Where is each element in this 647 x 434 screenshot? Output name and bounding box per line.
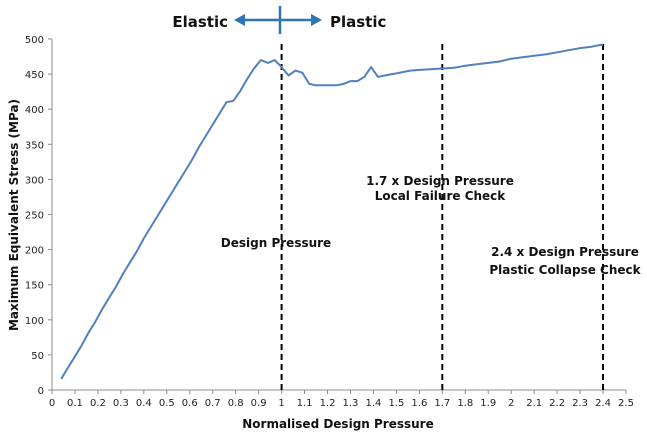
x-tick-label: 1 [278,398,284,409]
x-tick-label: 0.7 [205,398,221,409]
x-tick-label: 1.2 [320,398,336,409]
arrow-left-icon [234,14,245,26]
x-tick-label: 0.1 [67,398,83,409]
x-tick-label: 2 [508,398,514,409]
y-tick-label: 300 [25,175,44,186]
annotation-design-pressure: Design Pressure [221,236,331,250]
x-tick-label: 1.9 [480,398,496,409]
x-tick-label: 2.5 [618,398,634,409]
y-tick-label: 500 [25,35,44,46]
reference-lines [280,44,605,390]
annotation-2-4-design-pressure: 2.4 x Design Pressure [491,245,639,259]
x-tick-label: 1.7 [434,398,450,409]
y-tick-label: 50 [31,351,44,362]
y-tick-label: 100 [25,316,44,327]
x-tick-label: 2.3 [572,398,588,409]
x-tick-label: 1.4 [365,398,381,409]
x-tick-label: 2.2 [549,398,565,409]
series-layer [60,43,604,380]
annotation-1-7-design-pressure: 1.7 x Design Pressure [366,174,514,188]
x-tick-label: 2.4 [595,398,611,409]
x-tick-label: 0.6 [182,398,198,409]
annotation-local-failure-check: Local Failure Check [375,189,507,203]
x-tick-label: 0.9 [251,398,267,409]
x-tick-label: 0.3 [113,398,129,409]
x-tick-label: 2.1 [526,398,542,409]
x-axis-title: Normalised Design Pressure [242,417,433,431]
x-tick-label: 0.8 [228,398,244,409]
stress-series-line [60,43,604,380]
arrow-right-icon [311,14,322,26]
y-tick-label: 400 [25,105,44,116]
y-tick-label: 450 [25,70,44,81]
x-tick-label: 0 [49,398,55,409]
annotation-plastic-collapse-check: Plastic Collapse Check [489,263,641,277]
x-tick-label: 1.5 [388,398,404,409]
y-axis-ticks: 0 50 100 150 200 250 300 350 400 450 500 [25,35,52,397]
x-tick-label: 0.2 [90,398,106,409]
y-tick-label: 0 [38,386,44,397]
x-tick-label: 0.4 [136,398,152,409]
y-axis-title: Maximum Equivalent Stress (MPa) [7,99,21,331]
x-tick-label: 0.5 [159,398,175,409]
y-tick-label: 200 [25,246,44,257]
x-tick-label: 1.1 [297,398,313,409]
regime-indicator: Elastic Plastic [172,6,386,34]
x-tick-label: 1.8 [457,398,473,409]
x-tick-label: 1.3 [343,398,359,409]
y-tick-label: 150 [25,281,44,292]
x-tick-label: 1.6 [411,398,427,409]
x-axis-ticks: 0 0.1 0.2 0.3 0.4 0.5 0.6 0.7 0.8 0.9 1 1.1 1.2 1.3 1.… [49,390,634,409]
y-tick-label: 350 [25,140,44,151]
y-tick-label: 250 [25,211,44,222]
plastic-label: Plastic [330,13,386,31]
elastic-label: Elastic [172,13,228,31]
